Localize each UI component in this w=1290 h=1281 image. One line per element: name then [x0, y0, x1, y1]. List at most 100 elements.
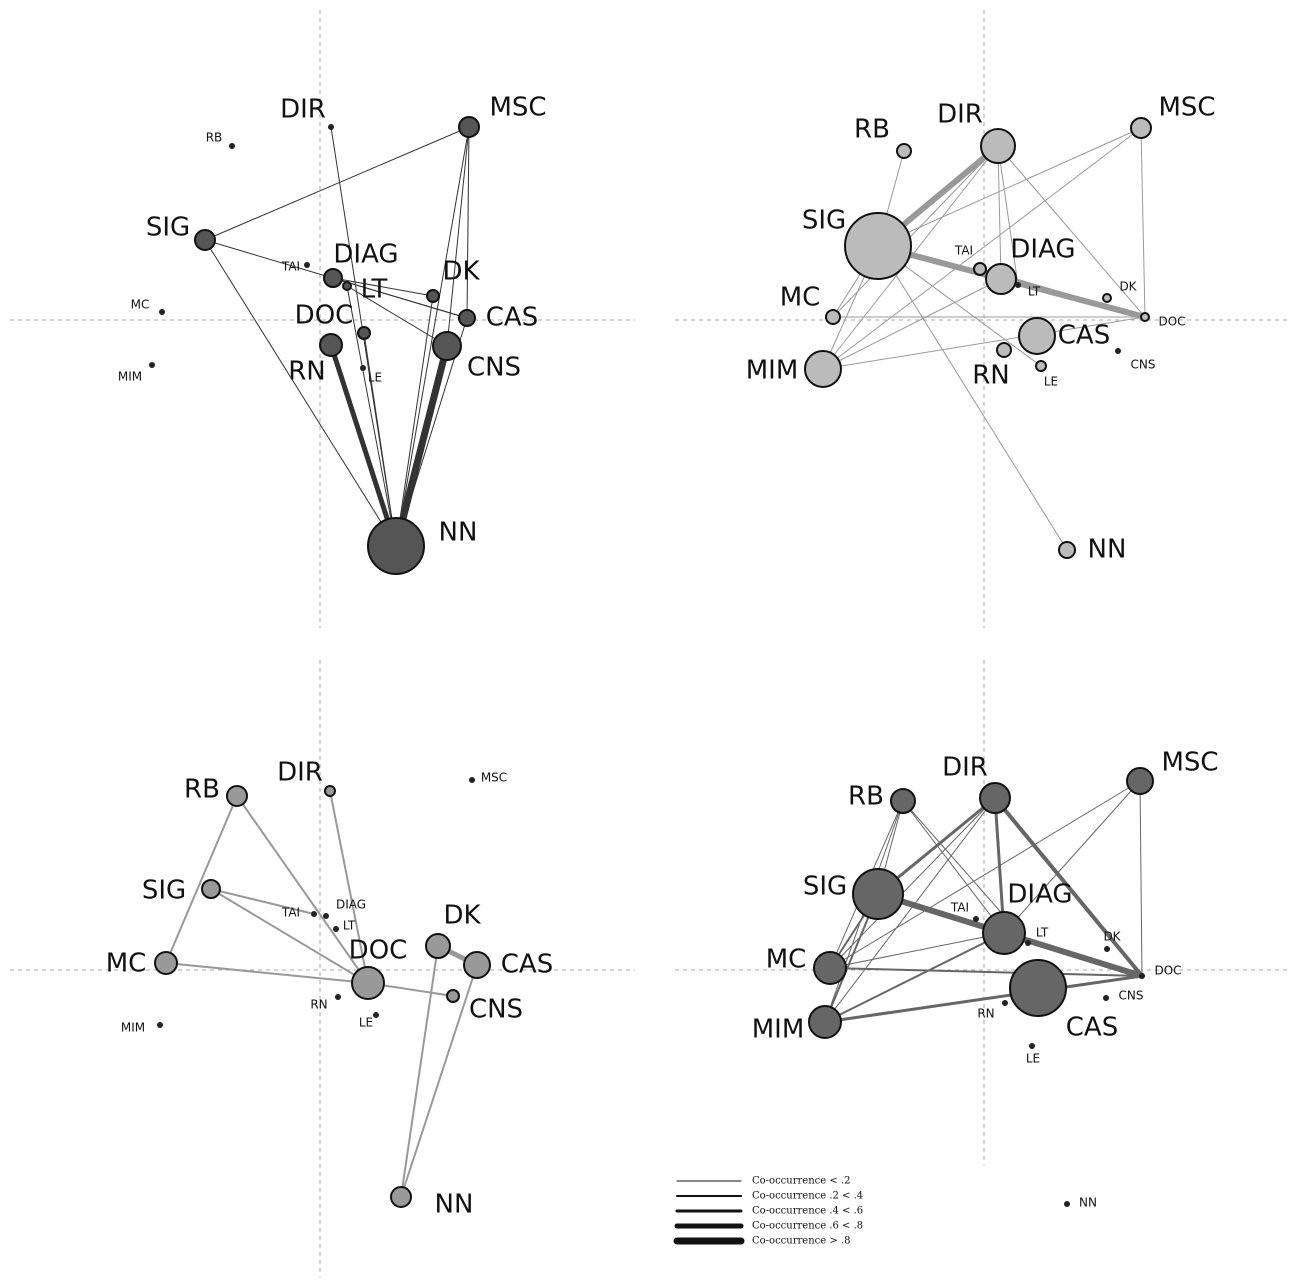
- node: [446, 989, 460, 1003]
- node-label: SIG: [142, 876, 186, 906]
- node-label-small: TAI: [954, 244, 973, 258]
- node: [980, 128, 1016, 164]
- node: [226, 785, 248, 807]
- node-label-small: NN: [1079, 1196, 1097, 1210]
- node: [1015, 282, 1021, 288]
- node-label: NN: [1088, 535, 1127, 565]
- node: [1126, 767, 1154, 795]
- edge: [822, 316, 1146, 370]
- node-label: SIG: [802, 206, 846, 236]
- node: [154, 951, 178, 975]
- edge: [328, 344, 399, 547]
- node-label: DOC: [295, 301, 354, 331]
- node: [425, 933, 451, 959]
- node: [367, 517, 425, 575]
- edge: [902, 800, 1005, 934]
- edge: [1139, 780, 1143, 977]
- node: [985, 263, 1017, 295]
- node-label-small: CNS: [1119, 989, 1144, 1003]
- node: [1025, 940, 1031, 946]
- node-label: DIR: [277, 758, 323, 788]
- node-label-small: DK: [1119, 280, 1137, 294]
- node: [1115, 348, 1121, 354]
- node-label-small: DOC: [1158, 315, 1185, 329]
- node: [342, 281, 352, 291]
- edge: [332, 277, 468, 319]
- node-label-small: LE: [359, 1016, 373, 1030]
- node-label-small: CNS: [1131, 358, 1156, 372]
- node: [323, 913, 329, 919]
- node: [463, 951, 491, 979]
- node: [432, 331, 462, 361]
- node: [360, 365, 366, 371]
- node-label-small: DIAG: [336, 898, 366, 912]
- node: [311, 911, 317, 917]
- node-label: SIG: [146, 213, 190, 243]
- node: [351, 966, 385, 1000]
- node-label-small: RB: [206, 131, 223, 145]
- node: [982, 911, 1026, 955]
- edge: [1003, 780, 1141, 934]
- legend-label: Co-occurrence > .8: [752, 1236, 850, 1247]
- edge: [1003, 931, 1143, 978]
- node: [1002, 1000, 1008, 1006]
- node: [973, 916, 979, 922]
- node: [229, 143, 235, 149]
- edge: [210, 888, 315, 915]
- node-label: LT: [361, 275, 388, 305]
- edge: [346, 285, 448, 347]
- edge: [363, 332, 397, 547]
- node-label: MIM: [746, 356, 799, 386]
- legend-label: Co-occurrence .4 < .6: [752, 1206, 863, 1217]
- node-label-small: LE: [368, 371, 382, 385]
- node-label-small: DK: [1103, 930, 1121, 944]
- edge: [824, 932, 1005, 1023]
- node-label: DIR: [937, 100, 983, 130]
- edge: [392, 345, 451, 547]
- edge: [997, 145, 1019, 286]
- node-label: SIG: [803, 872, 847, 902]
- node: [1064, 1201, 1070, 1207]
- node-label: CNS: [467, 353, 521, 383]
- node: [844, 212, 912, 280]
- node-label: NN: [439, 518, 478, 548]
- legend-label: Co-occurrence .6 < .8: [752, 1221, 863, 1232]
- edge: [210, 888, 369, 984]
- edge: [1140, 127, 1146, 318]
- edge: [829, 780, 1141, 969]
- edge: [332, 277, 434, 297]
- node-label-small: LE: [1026, 1052, 1040, 1066]
- node: [304, 262, 310, 268]
- node: [469, 777, 475, 783]
- node-label-small: LT: [343, 919, 356, 933]
- node: [1058, 541, 1076, 559]
- node-label: DIAG: [1007, 880, 1072, 910]
- node-label: CAS: [1058, 321, 1110, 351]
- node: [458, 116, 480, 138]
- node: [357, 326, 371, 340]
- node: [996, 342, 1012, 358]
- edge: [822, 127, 1142, 370]
- node-label: MC: [106, 949, 147, 979]
- edge: [824, 974, 1143, 1024]
- node-label: RB: [848, 782, 884, 812]
- node: [825, 309, 841, 325]
- node-label: MC: [780, 283, 821, 313]
- node-label-small: MC: [131, 298, 150, 312]
- node: [1029, 1043, 1035, 1049]
- node-label-small: DOC: [1154, 964, 1181, 978]
- edge: [236, 795, 369, 984]
- node: [373, 1012, 379, 1018]
- node-label: DOC: [349, 936, 408, 966]
- edge: [877, 245, 1068, 551]
- node: [1018, 317, 1056, 355]
- node-label-small: RN: [977, 1007, 994, 1021]
- edge: [395, 126, 470, 547]
- legend-label: Co-occurrence < .2: [752, 1176, 850, 1187]
- edge: [829, 967, 1143, 977]
- edge: [829, 797, 996, 969]
- node-label: DIR: [942, 753, 988, 783]
- node-label: RN: [288, 357, 326, 387]
- edge: [832, 145, 999, 318]
